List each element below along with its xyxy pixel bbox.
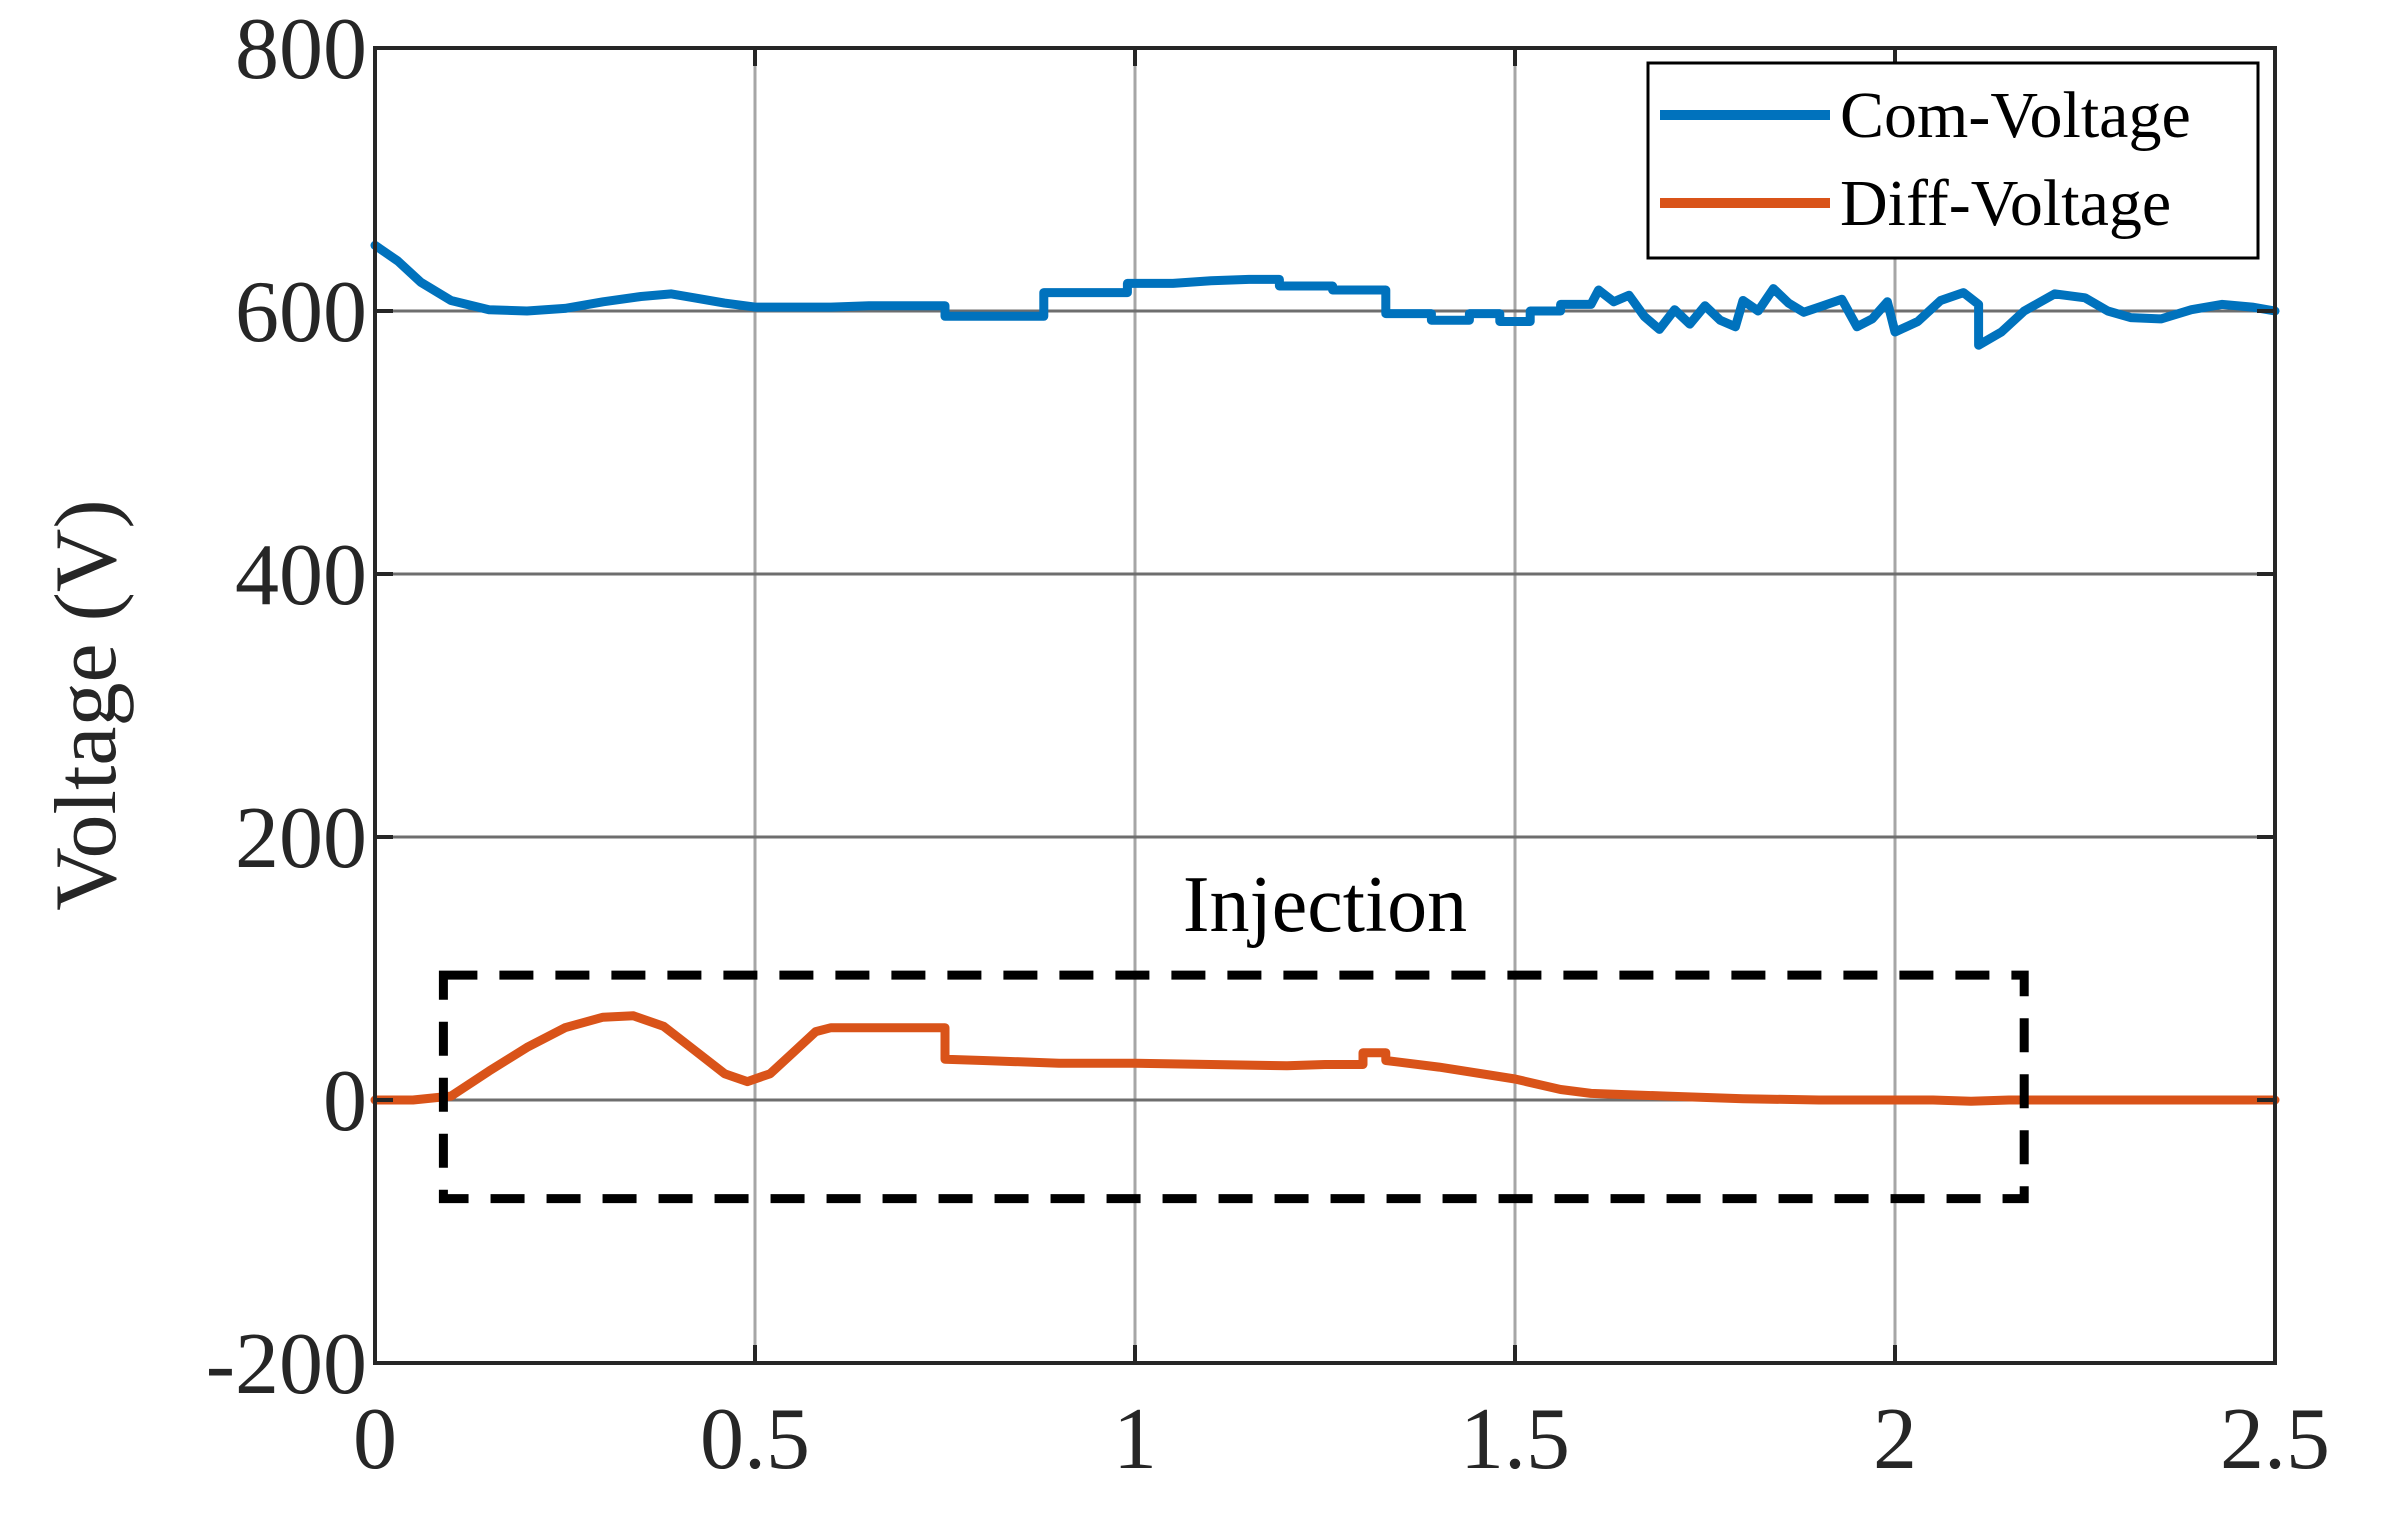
x-tick-label: 0.5	[700, 1391, 810, 1488]
annotation-layer: Injection	[438, 861, 2029, 1204]
legend-box	[1646, 61, 2260, 260]
x-tick-label: 2.5	[2220, 1391, 2330, 1488]
injection-label: Injection	[1183, 861, 1467, 949]
y-axis-label: Voltage (V)	[38, 499, 135, 910]
ticks	[373, 46, 2277, 1365]
series-line-diff-voltage	[370, 1011, 2280, 1106]
series-line-com-voltage	[370, 240, 2280, 350]
y-tick-label: 200	[235, 790, 367, 887]
y-tick-label: 400	[235, 527, 367, 624]
x-tick-label: 0	[353, 1391, 397, 1488]
x-tick-labels: 0 0.5 1 1.5 2 2.5	[353, 1391, 2330, 1488]
y-tick-label: 600	[235, 264, 367, 361]
injection-box	[438, 970, 2029, 1204]
y-tick-label: 800	[235, 1, 367, 98]
x-tick-label: 1.5	[1460, 1391, 1570, 1488]
legend-label-com-voltage: Com-Voltage	[1840, 79, 2191, 152]
x-tick-label: 1	[1113, 1391, 1157, 1488]
legend-label-diff-voltage: Diff-Voltage	[1840, 167, 2171, 240]
y-tick-label: -200	[206, 1316, 367, 1413]
plot-background	[375, 48, 2275, 1363]
y-tick-labels: -200 0 200 400 600 800	[206, 1, 367, 1413]
grid	[375, 48, 2275, 1363]
series-layer	[370, 240, 2280, 1106]
x-tick-label: 2	[1873, 1391, 1917, 1488]
plot-frame	[373, 46, 2277, 1365]
legend: Com-Voltage Diff-Voltage	[1646, 61, 2260, 260]
y-tick-label: 0	[323, 1053, 367, 1150]
